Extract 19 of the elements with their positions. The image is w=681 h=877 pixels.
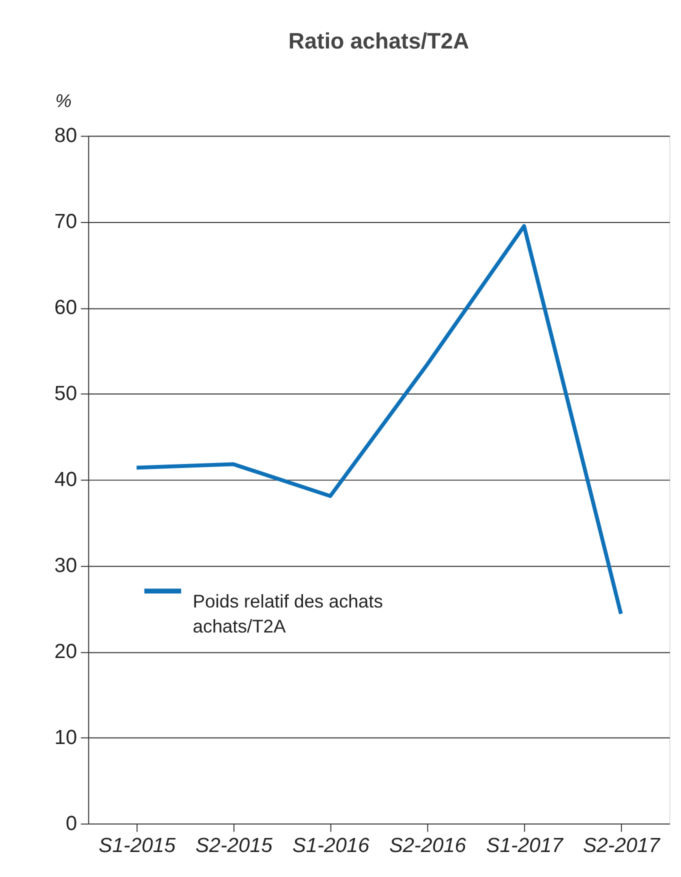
x-tick-label: S2-2016 [389,835,467,858]
y-tick-label: 70 [54,211,78,234]
y-tick-label: 40 [54,469,78,491]
x-tick-label: S2-2015 [196,835,274,858]
y-axis-title: % [55,90,72,112]
x-tick-label: S1-2017 [486,835,564,858]
line-series [134,224,623,616]
y-tick-label: 20 [54,640,78,663]
x-tick-label: S2-2017 [582,835,661,858]
legend-label: Poids relatif des achats achats/T2A [192,590,383,637]
x-tick-label: S1-2015 [98,835,176,858]
y-tick-label: 80 [54,125,78,148]
x-tick-label: S1-2016 [292,835,370,858]
y-tick-label: 30 [54,554,78,577]
chart-title: Ratio achats/T2A [288,28,470,54]
y-tick-label: 50 [54,383,78,406]
y-tick-label: 0 [66,812,78,835]
y-tick-label: 60 [54,297,78,320]
y-tick-label: 10 [54,726,78,749]
